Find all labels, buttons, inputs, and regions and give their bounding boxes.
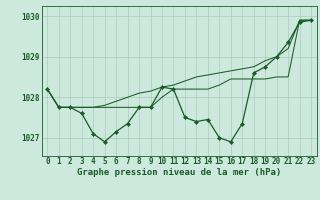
X-axis label: Graphe pression niveau de la mer (hPa): Graphe pression niveau de la mer (hPa) — [77, 168, 281, 177]
